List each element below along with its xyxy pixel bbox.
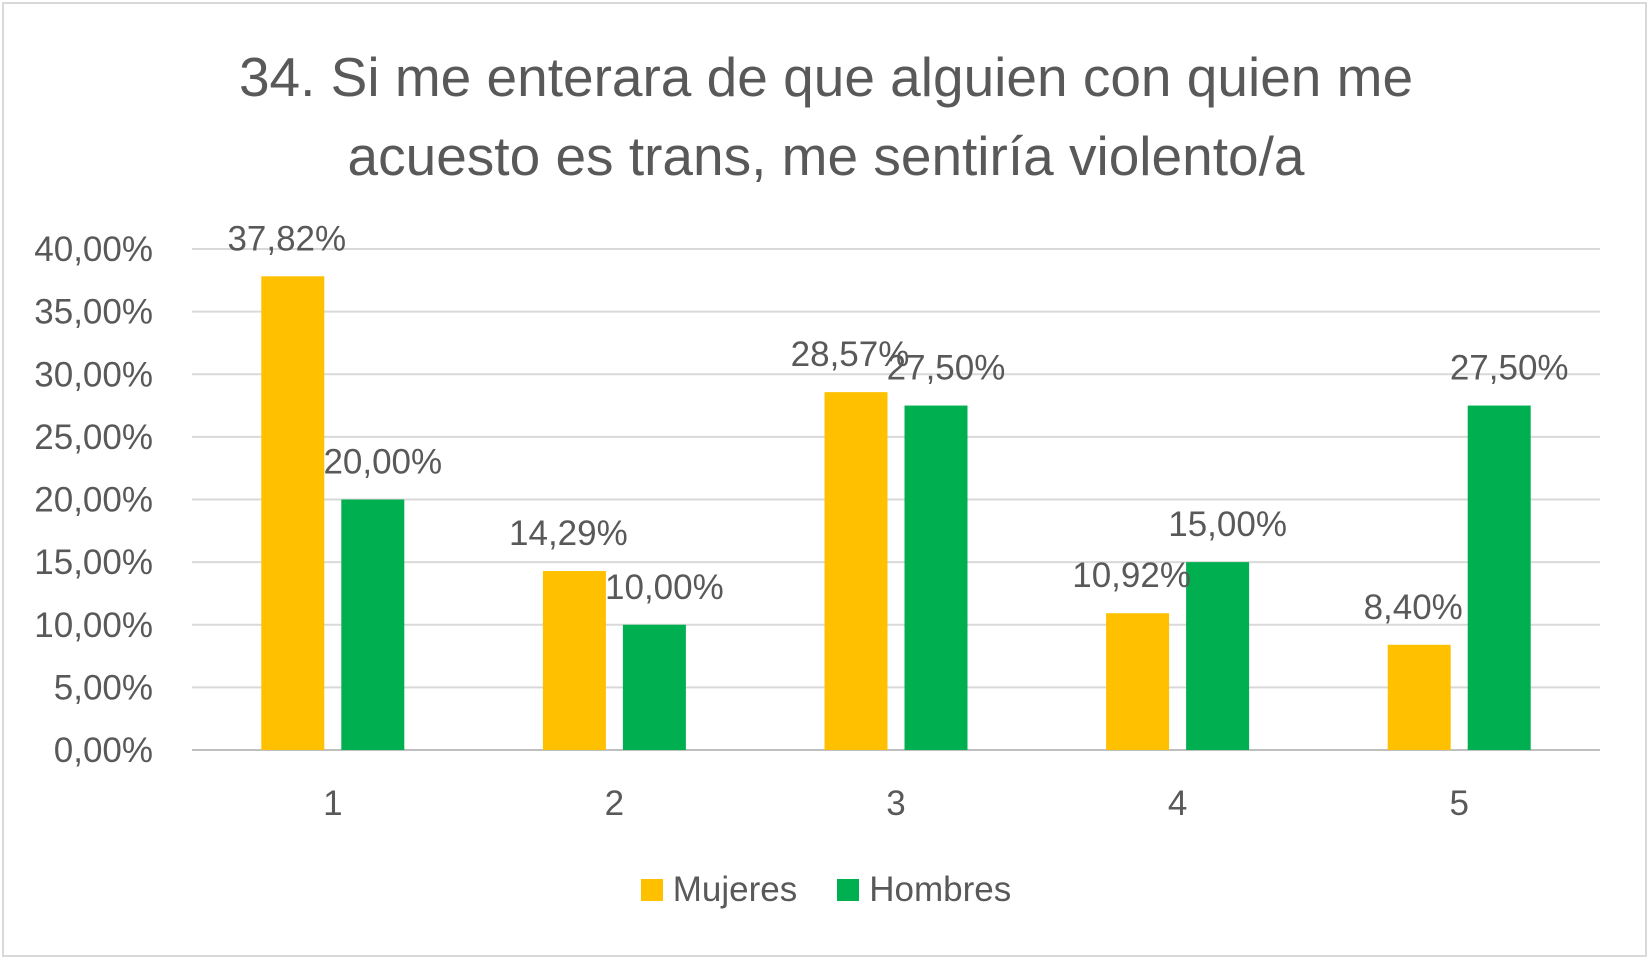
bar-mujeres-3[interactable] <box>824 392 888 750</box>
legend-item-hombres[interactable]: Hombres <box>837 870 1011 910</box>
y-tick-label-2: 10,00% <box>34 606 153 645</box>
y-tick-label-6: 30,00% <box>34 355 153 394</box>
x-tick-label-1: 1 <box>323 784 342 823</box>
bar-hombres-1[interactable] <box>341 499 405 751</box>
legend-label-hombres: Hombres <box>869 870 1012 909</box>
legend: Mujeres Hombres <box>0 870 1652 910</box>
bar-hombres-5[interactable] <box>1467 405 1531 750</box>
data-label-mujeres-4: 10,92% <box>1072 556 1191 595</box>
y-tick-label-8: 40,00% <box>34 230 153 269</box>
legend-item-mujeres[interactable]: Mujeres <box>640 870 798 910</box>
y-tick-label-0: 0,00% <box>54 731 153 770</box>
y-tick-label-5: 25,00% <box>34 418 153 457</box>
data-label-mujeres-1: 37,82% <box>227 219 346 258</box>
y-tick-label-3: 15,00% <box>34 543 153 582</box>
chart-title-line-2: acuesto es trans, me sentiría violento/a <box>347 125 1305 187</box>
data-label-hombres-2: 10,00% <box>605 568 724 607</box>
bar-mujeres-4[interactable] <box>1106 613 1170 750</box>
gridlines <box>192 248 1600 751</box>
x-axis: 1 2 3 4 5 <box>323 784 1469 823</box>
legend-swatch-mujeres <box>640 879 663 901</box>
y-tick-label-1: 5,00% <box>54 668 153 707</box>
chart-title-line-1: 34. Si me enterara de que alguien con qu… <box>238 46 1414 108</box>
legend-swatch-hombres <box>837 879 860 901</box>
data-label-hombres-1: 20,00% <box>323 443 442 482</box>
data-label-mujeres-3: 28,57% <box>791 335 910 374</box>
y-axis: 0,00% 5,00% 10,00% 15,00% 20,00% 25,00% 30,00%… <box>34 230 153 770</box>
bar-hombres-4[interactable] <box>1186 562 1250 750</box>
data-label-mujeres-5: 8,40% <box>1364 588 1463 627</box>
legend-label-mujeres: Mujeres <box>672 870 798 909</box>
x-tick-label-4: 4 <box>1168 784 1187 823</box>
x-tick-label-5: 5 <box>1449 784 1468 823</box>
x-tick-label-2: 2 <box>605 784 624 823</box>
bars <box>261 276 1531 751</box>
bar-mujeres-1[interactable] <box>261 276 325 750</box>
data-label-hombres-5: 27,50% <box>1450 349 1569 388</box>
x-tick-label-3: 3 <box>886 784 905 823</box>
bar-hombres-3[interactable] <box>904 405 968 750</box>
bar-mujeres-2[interactable] <box>542 571 606 750</box>
y-tick-label-4: 20,00% <box>34 481 153 520</box>
data-label-hombres-4: 15,00% <box>1168 505 1287 544</box>
bar-mujeres-5[interactable] <box>1387 644 1451 750</box>
data-labels: 37,82%20,00%14,29%10,00%28,57%27,50%10,9… <box>227 219 1568 626</box>
data-label-hombres-3: 27,50% <box>887 349 1006 388</box>
bar-hombres-2[interactable] <box>622 624 686 750</box>
y-tick-label-7: 35,00% <box>34 293 153 332</box>
data-label-mujeres-2: 14,29% <box>509 514 628 553</box>
